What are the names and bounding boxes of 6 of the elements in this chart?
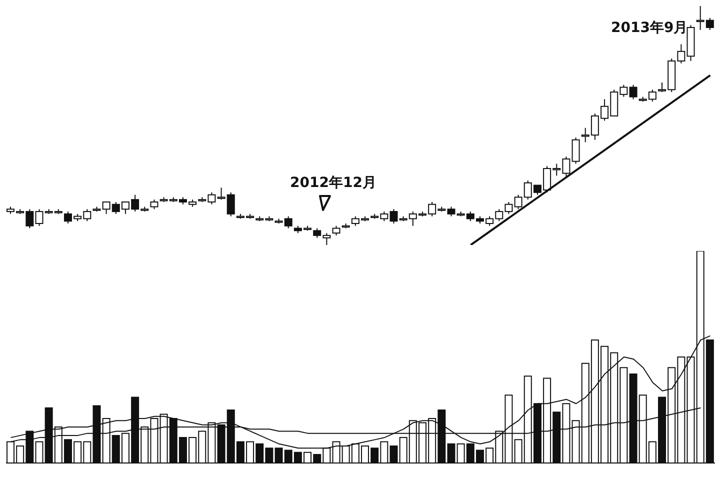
candlestick — [572, 136, 580, 164]
candlestick — [332, 225, 340, 236]
annotation: 2012年12月 — [290, 174, 376, 192]
annotation: 2013年9月 — [611, 19, 688, 37]
candlestick — [150, 199, 158, 210]
candlestick — [629, 84, 638, 100]
